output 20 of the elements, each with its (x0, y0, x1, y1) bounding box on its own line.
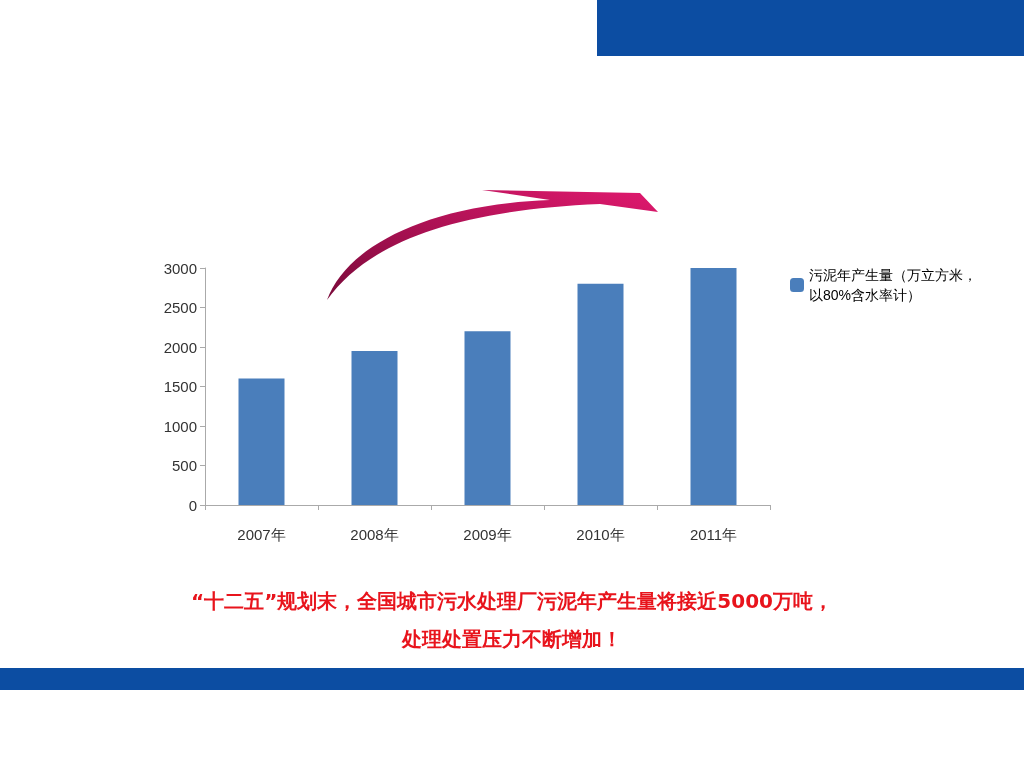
y-tick-label: 2500 (163, 299, 197, 316)
y-tick-label: 0 (188, 496, 197, 514)
y-tick-label: 1000 (163, 417, 197, 435)
x-tick-label: 2008年 (350, 526, 399, 543)
y-tick-label: 3000 (163, 259, 197, 277)
x-tick-label: 2009年 (463, 526, 512, 543)
bar (464, 331, 511, 505)
x-tick-label: 2010年 (576, 526, 625, 543)
bar (690, 268, 737, 505)
y-tick-label: 2000 (163, 338, 197, 356)
x-tick-label: 2007年 (237, 526, 286, 543)
x-tick-label: 2011年 (689, 526, 738, 543)
bar (351, 350, 398, 505)
legend-label: 污泥年产生量（万立方米，以80%含水率计） (809, 267, 977, 303)
y-tick-label: 500 (171, 457, 197, 474)
bar (238, 378, 285, 505)
bar (577, 283, 624, 505)
text: “十二五”规划末，全国城市污水处理厂污泥年产生量将接近5000万吨， (190, 588, 834, 615)
text: 处理处置压力不断增加！ (401, 626, 623, 653)
y-tick-label: 1500 (163, 378, 197, 395)
